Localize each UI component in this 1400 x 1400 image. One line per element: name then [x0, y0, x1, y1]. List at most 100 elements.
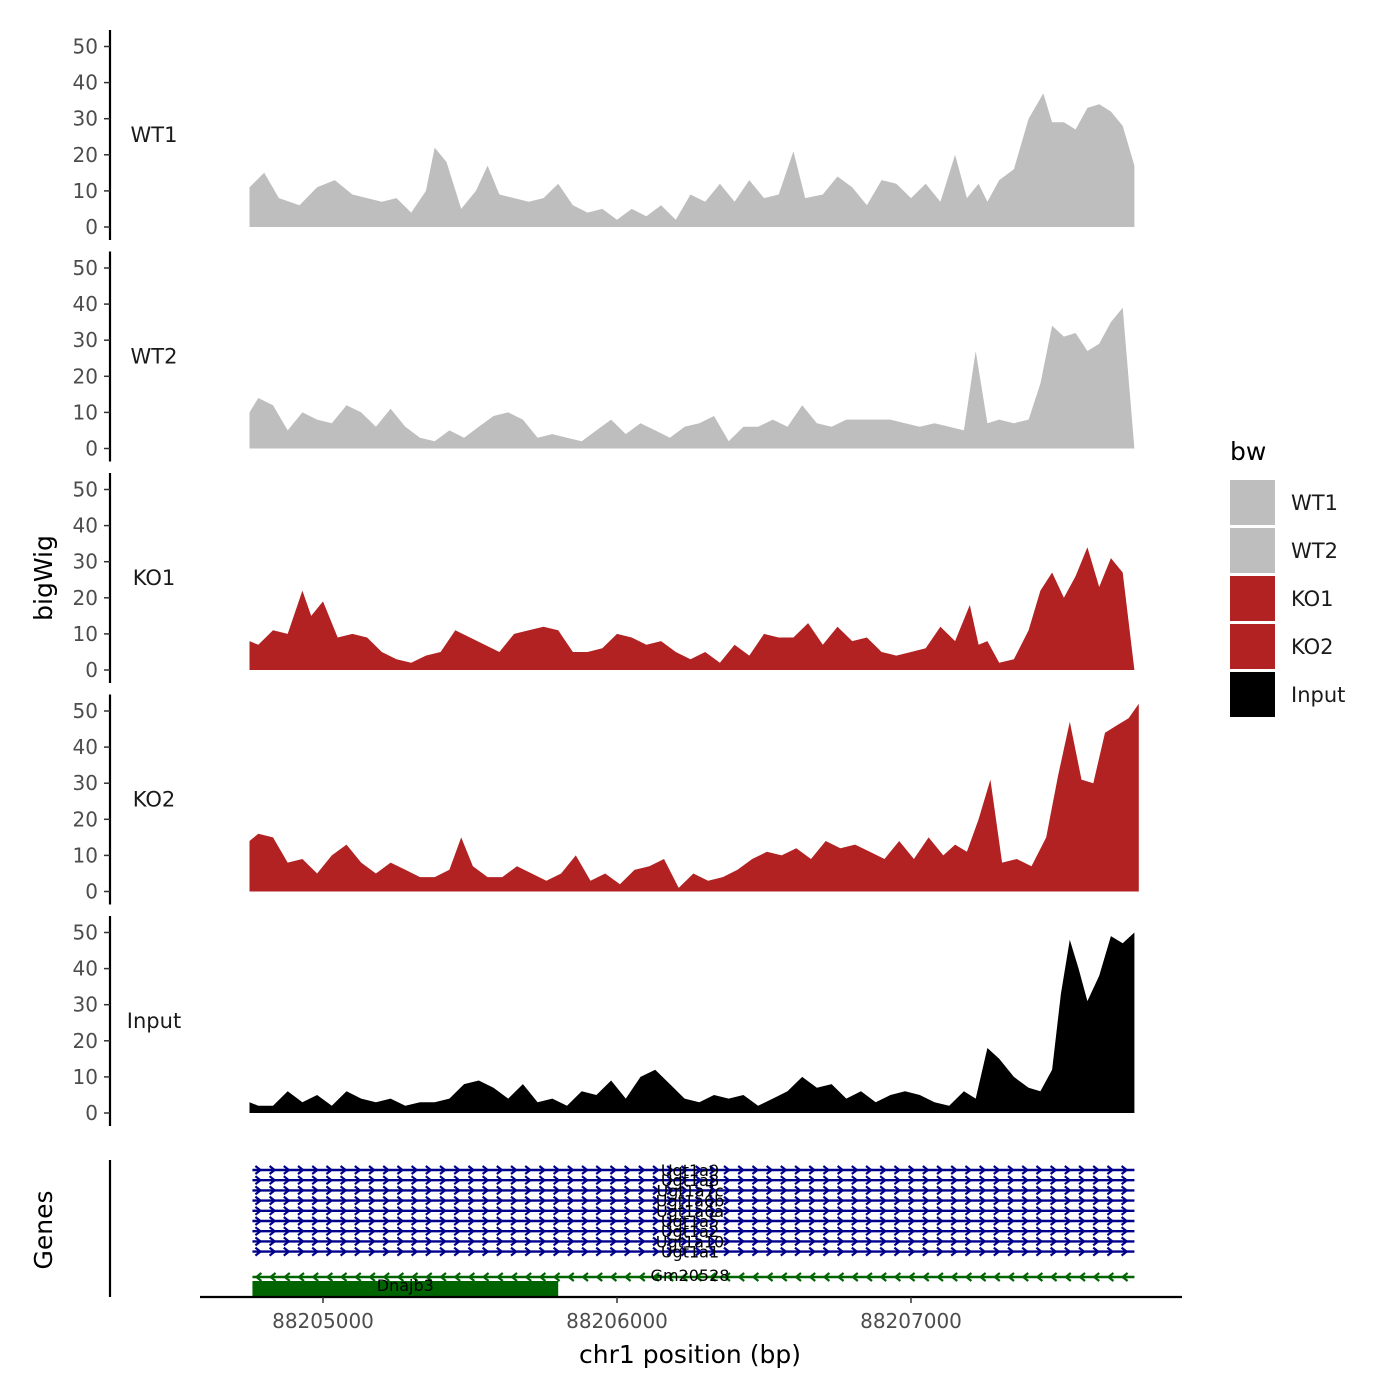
track-ko1: 0 10 20 30 40 50 KO1: [73, 473, 1135, 683]
strand-arrow: [993, 1236, 1001, 1247]
strand-arrow: [481, 1185, 490, 1196]
strand-arrow: [439, 1195, 447, 1206]
strand-arrow: [865, 1185, 873, 1196]
strand-arrow: [496, 1272, 504, 1282]
strand-arrow: [567, 1226, 575, 1237]
strand-arrow: [794, 1185, 802, 1196]
legend-title: bw: [1230, 437, 1266, 466]
gene-ugt1a2: Ugt1a2: [252, 1222, 1135, 1241]
strand-arrow: [1007, 1165, 1015, 1175]
strand-arrow: [1049, 1226, 1058, 1237]
strand-arrow: [1007, 1205, 1015, 1216]
strand-arrow: [794, 1165, 802, 1175]
strand-arrow: [993, 1272, 1001, 1282]
strand-arrow: [481, 1165, 490, 1175]
strand-arrow: [1007, 1272, 1015, 1282]
strand-arrow: [652, 1246, 660, 1257]
strand-arrow: [950, 1272, 958, 1282]
strand-arrow: [268, 1246, 277, 1257]
strand-arrow: [893, 1272, 902, 1282]
track-label: WT1: [131, 123, 178, 147]
gene-label: Ugt1a10: [656, 1232, 724, 1251]
strand-arrow: [836, 1246, 845, 1257]
strand-arrow: [723, 1246, 731, 1257]
strand-arrow: [794, 1216, 802, 1226]
strand-arrow: [254, 1175, 263, 1186]
strand-arrow: [410, 1195, 419, 1206]
strand-arrow: [467, 1175, 476, 1186]
strand-arrow: [410, 1175, 419, 1186]
strand-arrow: [993, 1175, 1001, 1186]
strand-arrow: [538, 1175, 547, 1186]
strand-arrow: [865, 1205, 873, 1216]
strand-arrow: [1049, 1195, 1058, 1206]
signal-area-ko1: [249, 547, 1135, 670]
strand-arrow: [538, 1205, 547, 1216]
strand-arrow: [581, 1185, 589, 1196]
legend-item-ko2: KO2: [1230, 624, 1334, 669]
strand-arrow: [510, 1246, 518, 1257]
strand-arrow: [936, 1246, 944, 1257]
strand-arrow: [836, 1216, 845, 1226]
strand-arrow: [325, 1175, 334, 1186]
strand-arrow: [1064, 1246, 1072, 1257]
strand-arrow: [283, 1226, 291, 1237]
strand-arrow: [425, 1205, 433, 1216]
strand-arrow: [1035, 1185, 1044, 1196]
strand-arrow: [751, 1272, 760, 1282]
gene-label: Ugt1a9: [661, 1161, 719, 1180]
strand-arrow: [425, 1216, 433, 1226]
strand-arrow: [311, 1175, 319, 1186]
strand-arrow: [609, 1195, 618, 1206]
strand-arrow: [595, 1175, 603, 1186]
strand-arrow: [893, 1216, 902, 1226]
strand-arrow: [709, 1175, 717, 1186]
strand-arrow: [481, 1175, 490, 1186]
strand-arrow: [339, 1226, 348, 1237]
strand-arrow: [368, 1175, 376, 1186]
strand-arrow: [538, 1185, 547, 1196]
strand-arrow: [339, 1246, 348, 1257]
y-tick-label: 0: [85, 215, 98, 239]
strand-arrow: [467, 1216, 476, 1226]
strand-arrow: [993, 1226, 1001, 1237]
strand-arrow: [978, 1205, 987, 1216]
legend-swatch: [1230, 624, 1275, 669]
gene-ugt1a10: Ugt1a10: [252, 1232, 1135, 1251]
strand-arrow: [865, 1246, 873, 1257]
strand-arrow: [964, 1272, 973, 1282]
strand-arrow: [680, 1226, 689, 1237]
strand-arrow: [297, 1246, 305, 1257]
strand-arrow: [907, 1216, 916, 1226]
strand-arrow: [283, 1205, 291, 1216]
legend-item-wt2: WT2: [1230, 528, 1338, 573]
strand-arrow: [780, 1175, 788, 1186]
strand-arrow: [1007, 1246, 1015, 1257]
strand-arrow: [581, 1226, 589, 1237]
strand-arrow: [425, 1272, 433, 1282]
strand-arrow: [765, 1175, 774, 1186]
strand-arrow: [851, 1195, 859, 1206]
strand-arrow: [978, 1195, 987, 1206]
strand-arrow: [865, 1165, 873, 1175]
strand-arrow: [794, 1226, 802, 1237]
legend-label: WT1: [1291, 491, 1338, 515]
x-axis-title: chr1 position (bp): [579, 1340, 801, 1369]
strand-arrow: [794, 1246, 802, 1257]
strand-arrow: [1021, 1195, 1029, 1206]
strand-arrow: [453, 1272, 461, 1282]
strand-arrow: [481, 1195, 490, 1206]
strand-arrow: [780, 1226, 788, 1237]
strand-arrow: [709, 1205, 717, 1216]
strand-arrow: [808, 1226, 816, 1237]
strand-arrow: [567, 1246, 575, 1257]
strand-arrow: [609, 1226, 618, 1237]
strand-arrow: [694, 1226, 703, 1237]
strand-arrow: [879, 1175, 887, 1186]
strand-arrow: [410, 1226, 419, 1237]
y-tick-label: 50: [73, 478, 98, 502]
x-axis: 88205000 88206000 88207000: [200, 1295, 1182, 1333]
strand-arrow: [1035, 1226, 1044, 1237]
strand-arrow: [737, 1175, 745, 1186]
strand-arrow: [396, 1185, 405, 1196]
